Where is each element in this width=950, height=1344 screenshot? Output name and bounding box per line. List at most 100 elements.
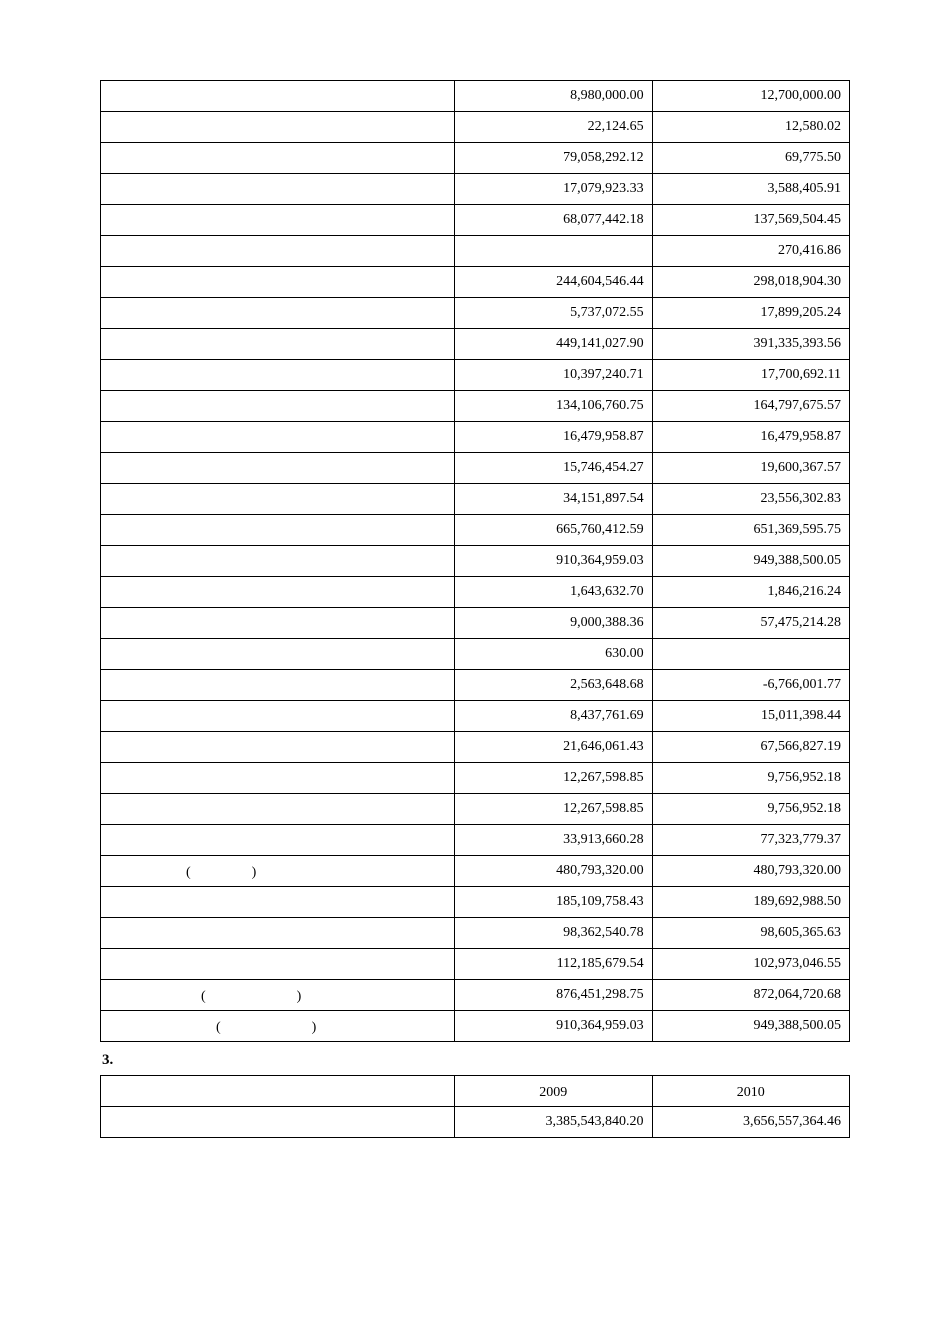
row-value-1: 910,364,959.03: [455, 1011, 652, 1042]
row-value-2: 949,388,500.05: [652, 546, 849, 577]
row-value-2: 1,846,216.24: [652, 577, 849, 608]
table-row: 112,185,679.54102,973,046.55: [101, 949, 850, 980]
row-value-1: 22,124.65: [455, 112, 652, 143]
table2-header-2009: 2009: [455, 1076, 652, 1107]
table-row: 21,646,061.4367,566,827.19: [101, 732, 850, 763]
table-row: 449,141,027.90391,335,393.56: [101, 329, 850, 360]
row-label: [101, 143, 455, 174]
row-label: [101, 701, 455, 732]
table-row: 9,000,388.3657,475,214.28: [101, 608, 850, 639]
table-row: 79,058,292.1269,775.50: [101, 143, 850, 174]
table-row: 15,746,454.2719,600,367.57: [101, 453, 850, 484]
row-value-1: 12,267,598.85: [455, 794, 652, 825]
row-label: [101, 205, 455, 236]
row-value-1: 665,760,412.59: [455, 515, 652, 546]
row-value-2: 19,600,367.57: [652, 453, 849, 484]
table-row: 12,267,598.859,756,952.18: [101, 794, 850, 825]
table-row: ( ) 910,364,959.03949,388,500.05: [101, 1011, 850, 1042]
row-value-1: 68,077,442.18: [455, 205, 652, 236]
table2-row: 3,385,543,840.20 3,656,557,364.46: [101, 1107, 850, 1138]
row-label: [101, 918, 455, 949]
row-label: [101, 81, 455, 112]
row-value-2: 3,588,405.91: [652, 174, 849, 205]
row-label: [101, 453, 455, 484]
row-value-2: 98,605,365.63: [652, 918, 849, 949]
row-value-1: 10,397,240.71: [455, 360, 652, 391]
row-label: [101, 670, 455, 701]
financial-table-1: 8,980,000.0012,700,000.00 22,124.6512,58…: [100, 80, 850, 1042]
row-label: [101, 608, 455, 639]
table-row: 98,362,540.7898,605,365.63: [101, 918, 850, 949]
table-row: 244,604,546.44298,018,904.30: [101, 267, 850, 298]
financial-table-2: 2009 2010 3,385,543,840.20 3,656,557,364…: [100, 1075, 850, 1138]
row-value-2: 102,973,046.55: [652, 949, 849, 980]
row-value-1: 33,913,660.28: [455, 825, 652, 856]
row-label: [101, 887, 455, 918]
row-label: [101, 484, 455, 515]
row-label: [101, 391, 455, 422]
row-value-2: [652, 639, 849, 670]
table2-row-v1: 3,385,543,840.20: [455, 1107, 652, 1138]
table2-row-label: [101, 1107, 455, 1138]
table-row: 33,913,660.2877,323,779.37: [101, 825, 850, 856]
table-row: 22,124.6512,580.02: [101, 112, 850, 143]
row-value-1: 15,746,454.27: [455, 453, 652, 484]
row-value-2: 164,797,675.57: [652, 391, 849, 422]
row-value-2: 270,416.86: [652, 236, 849, 267]
table-row: 665,760,412.59651,369,595.75: [101, 515, 850, 546]
row-label: [101, 267, 455, 298]
table-row: 17,079,923.333,588,405.91: [101, 174, 850, 205]
table-row: 270,416.86: [101, 236, 850, 267]
row-value-2: 15,011,398.44: [652, 701, 849, 732]
row-value-2: 12,700,000.00: [652, 81, 849, 112]
row-value-2: 391,335,393.56: [652, 329, 849, 360]
row-label: ( ): [101, 856, 455, 887]
table2-header-row: 2009 2010: [101, 1076, 850, 1107]
table-row: 12,267,598.859,756,952.18: [101, 763, 850, 794]
table-row: 68,077,442.18137,569,504.45: [101, 205, 850, 236]
row-value-2: 12,580.02: [652, 112, 849, 143]
table-row: 134,106,760.75164,797,675.57: [101, 391, 850, 422]
row-value-2: 23,556,302.83: [652, 484, 849, 515]
row-value-1: 16,479,958.87: [455, 422, 652, 453]
row-value-2: 57,475,214.28: [652, 608, 849, 639]
table-row: 5,737,072.5517,899,205.24: [101, 298, 850, 329]
row-value-2: 298,018,904.30: [652, 267, 849, 298]
row-value-1: 17,079,923.33: [455, 174, 652, 205]
row-label: [101, 825, 455, 856]
row-value-2: 9,756,952.18: [652, 794, 849, 825]
table-row: ( )480,793,320.00480,793,320.00: [101, 856, 850, 887]
row-value-1: 8,437,761.69: [455, 701, 652, 732]
row-value-1: 9,000,388.36: [455, 608, 652, 639]
row-value-2: 189,692,988.50: [652, 887, 849, 918]
row-value-1: 876,451,298.75: [455, 980, 652, 1011]
row-label: [101, 763, 455, 794]
row-value-1: 2,563,648.68: [455, 670, 652, 701]
row-value-1: 34,151,897.54: [455, 484, 652, 515]
row-label: [101, 174, 455, 205]
table-row: 16,479,958.8716,479,958.87: [101, 422, 850, 453]
table-row: 8,980,000.0012,700,000.00: [101, 81, 850, 112]
table2-header-2010: 2010: [652, 1076, 849, 1107]
row-value-2: -6,766,001.77: [652, 670, 849, 701]
row-value-2: 480,793,320.00: [652, 856, 849, 887]
table-row: 910,364,959.03949,388,500.05: [101, 546, 850, 577]
row-value-1: 1,643,632.70: [455, 577, 652, 608]
row-label: [101, 329, 455, 360]
row-value-2: 651,369,595.75: [652, 515, 849, 546]
row-value-1: 98,362,540.78: [455, 918, 652, 949]
row-value-2: 17,899,205.24: [652, 298, 849, 329]
table-row: 34,151,897.5423,556,302.83: [101, 484, 850, 515]
table-row: 10,397,240.7117,700,692.11: [101, 360, 850, 391]
row-label: [101, 360, 455, 391]
row-value-1: 12,267,598.85: [455, 763, 652, 794]
table-row: 1,643,632.701,846,216.24: [101, 577, 850, 608]
row-label: ( ): [101, 980, 455, 1011]
row-value-2: 9,756,952.18: [652, 763, 849, 794]
row-label: ( ): [101, 1011, 455, 1042]
page-container: 8,980,000.0012,700,000.00 22,124.6512,58…: [0, 0, 950, 1178]
row-value-2: 949,388,500.05: [652, 1011, 849, 1042]
row-label: [101, 732, 455, 763]
row-value-1: 480,793,320.00: [455, 856, 652, 887]
table-row: 2,563,648.68-6,766,001.77: [101, 670, 850, 701]
